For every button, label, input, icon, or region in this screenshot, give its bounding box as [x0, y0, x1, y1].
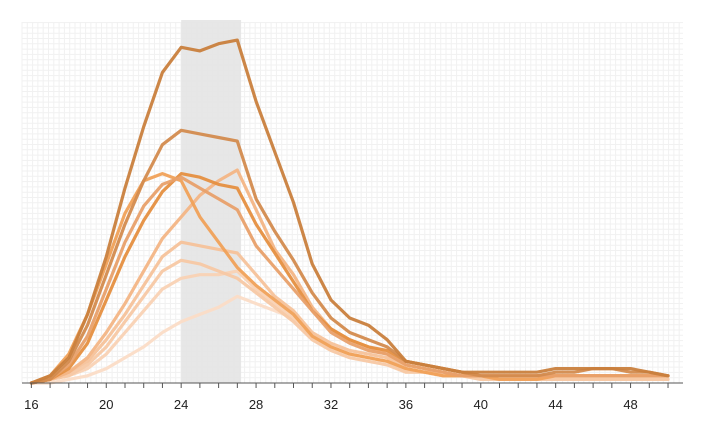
x-tick-label: 24: [174, 397, 188, 412]
x-tick-label: 28: [249, 397, 263, 412]
x-tick-label: 32: [324, 397, 338, 412]
x-tick-label: 36: [399, 397, 413, 412]
x-tick-label: 40: [474, 397, 488, 412]
x-axis-ticks: [30, 383, 669, 388]
x-axis-tick-labels: 16 20 24 28 32 36 40 44 48: [24, 397, 638, 412]
series-line: [29, 128, 670, 385]
series-line: [29, 38, 670, 385]
x-tick-label: 16: [24, 397, 38, 412]
series-lines: [29, 38, 670, 385]
chart-grid: [21, 22, 683, 384]
x-tick-label: 44: [548, 397, 562, 412]
series-line: [29, 258, 670, 385]
series-line: [29, 175, 670, 385]
x-tick-label: 48: [623, 397, 637, 412]
x-tick-label: 20: [99, 397, 113, 412]
